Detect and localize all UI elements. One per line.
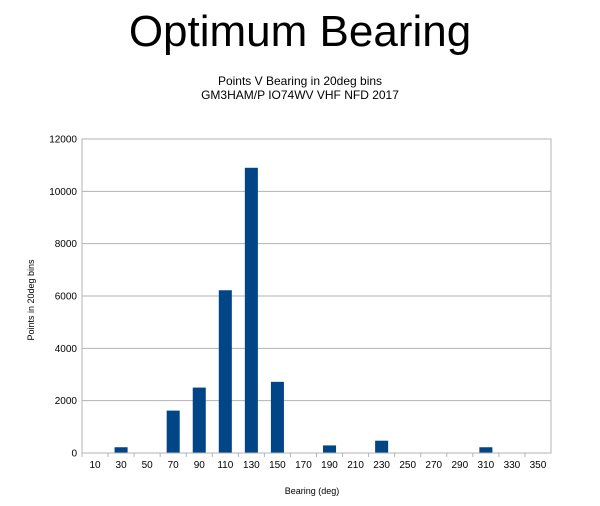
bar-90 (192, 387, 206, 453)
bar-70 (166, 410, 180, 453)
x-tick-label: 50 (142, 460, 154, 471)
y-axis-title: Points in 20deg bins (26, 259, 36, 341)
x-tick-label: 210 (347, 460, 364, 471)
x-tick-label: 150 (269, 460, 286, 471)
bar-230 (375, 440, 389, 453)
bar-110 (218, 290, 232, 453)
x-tick-label: 170 (295, 460, 312, 471)
slide-title: Optimum Bearing (128, 7, 472, 56)
y-tick-label: 2000 (55, 396, 78, 407)
chart-subtitle: GM3HAM/P IO74WV VHF NFD 2017 (201, 88, 399, 102)
x-tick-label: 290 (451, 460, 468, 471)
x-tick-label: 330 (504, 460, 521, 471)
x-tick-label: 110 (217, 460, 233, 471)
y-tick-label: 12000 (49, 135, 77, 146)
x-tick-label: 90 (194, 460, 206, 471)
x-tick-label: 70 (168, 460, 180, 471)
x-tick-labels: 10 30 50 70 90 110 130 150 170 190 210 230 250 270 290… (89, 460, 546, 471)
axes (81, 138, 552, 457)
x-tick-label: 270 (425, 460, 442, 471)
x-tick-label: 230 (373, 460, 390, 471)
x-tick-label: 310 (478, 460, 495, 471)
bar-series (114, 167, 493, 454)
y-tick-label: 8000 (55, 239, 78, 250)
bar-30 (114, 447, 128, 453)
y-tick-labels: 0 2000 4000 6000 8000 10000 12000 (49, 135, 77, 460)
y-tick-label: 4000 (55, 344, 78, 355)
y-tick-label: 0 (71, 449, 77, 460)
gridlines (82, 138, 551, 454)
x-tick-label: 190 (321, 460, 338, 471)
bar-190 (323, 445, 337, 453)
x-tick-label: 350 (530, 460, 547, 471)
x-tick-label: 250 (399, 460, 416, 471)
x-tick-label: 10 (89, 460, 101, 471)
x-tick-label: 130 (243, 460, 260, 471)
x-tick-label: 30 (116, 460, 128, 471)
bar-310 (479, 447, 493, 453)
bar-130 (244, 167, 258, 454)
bar-150 (270, 381, 284, 453)
x-axis-title: Bearing (deg) (285, 486, 340, 496)
y-tick-label: 6000 (55, 292, 78, 303)
y-tick-label: 10000 (49, 187, 77, 198)
chart-title: Points V Bearing in 20deg bins (217, 74, 383, 88)
